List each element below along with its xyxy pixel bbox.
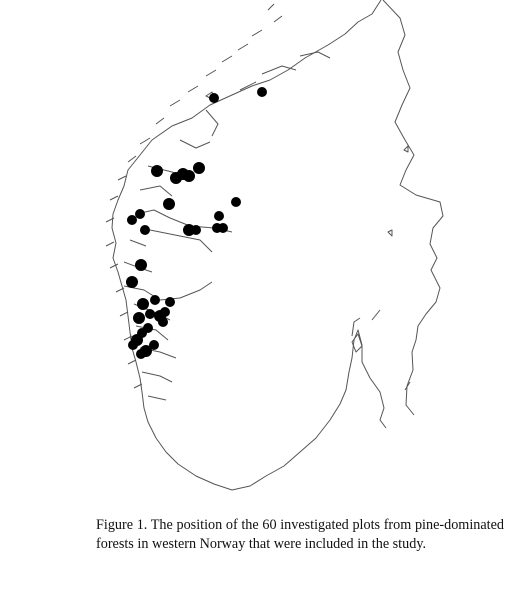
plot-marker bbox=[133, 312, 145, 324]
plot-marker bbox=[151, 165, 163, 177]
plot-marker bbox=[140, 225, 150, 235]
plot-marker bbox=[158, 317, 168, 327]
map bbox=[105, 0, 444, 491]
plot-marker bbox=[191, 225, 201, 235]
figure-caption: Figure 1. The position of the 60 investi… bbox=[96, 517, 504, 552]
plot-marker bbox=[136, 349, 146, 359]
plot-marker bbox=[165, 297, 175, 307]
plot-marker bbox=[150, 295, 160, 305]
plot-marker bbox=[137, 298, 149, 310]
plot-marker bbox=[257, 87, 267, 97]
plot-marker bbox=[163, 198, 175, 210]
plot-marker bbox=[183, 170, 195, 182]
plot-marker bbox=[214, 211, 224, 221]
national-border bbox=[382, 0, 444, 416]
plot-marker bbox=[127, 215, 137, 225]
plot-marker bbox=[145, 309, 155, 319]
plot-marker bbox=[209, 93, 219, 103]
plot-marker bbox=[128, 340, 138, 350]
plot-marker bbox=[160, 307, 170, 317]
coastline bbox=[111, 0, 387, 491]
plot-marker bbox=[135, 259, 147, 271]
plot-marker bbox=[218, 223, 228, 233]
plot-marker bbox=[231, 197, 241, 207]
plot-marker bbox=[193, 162, 205, 174]
plot-marker bbox=[135, 209, 145, 219]
plot-markers bbox=[126, 87, 267, 359]
plot-marker bbox=[126, 276, 138, 288]
plot-marker bbox=[149, 340, 159, 350]
